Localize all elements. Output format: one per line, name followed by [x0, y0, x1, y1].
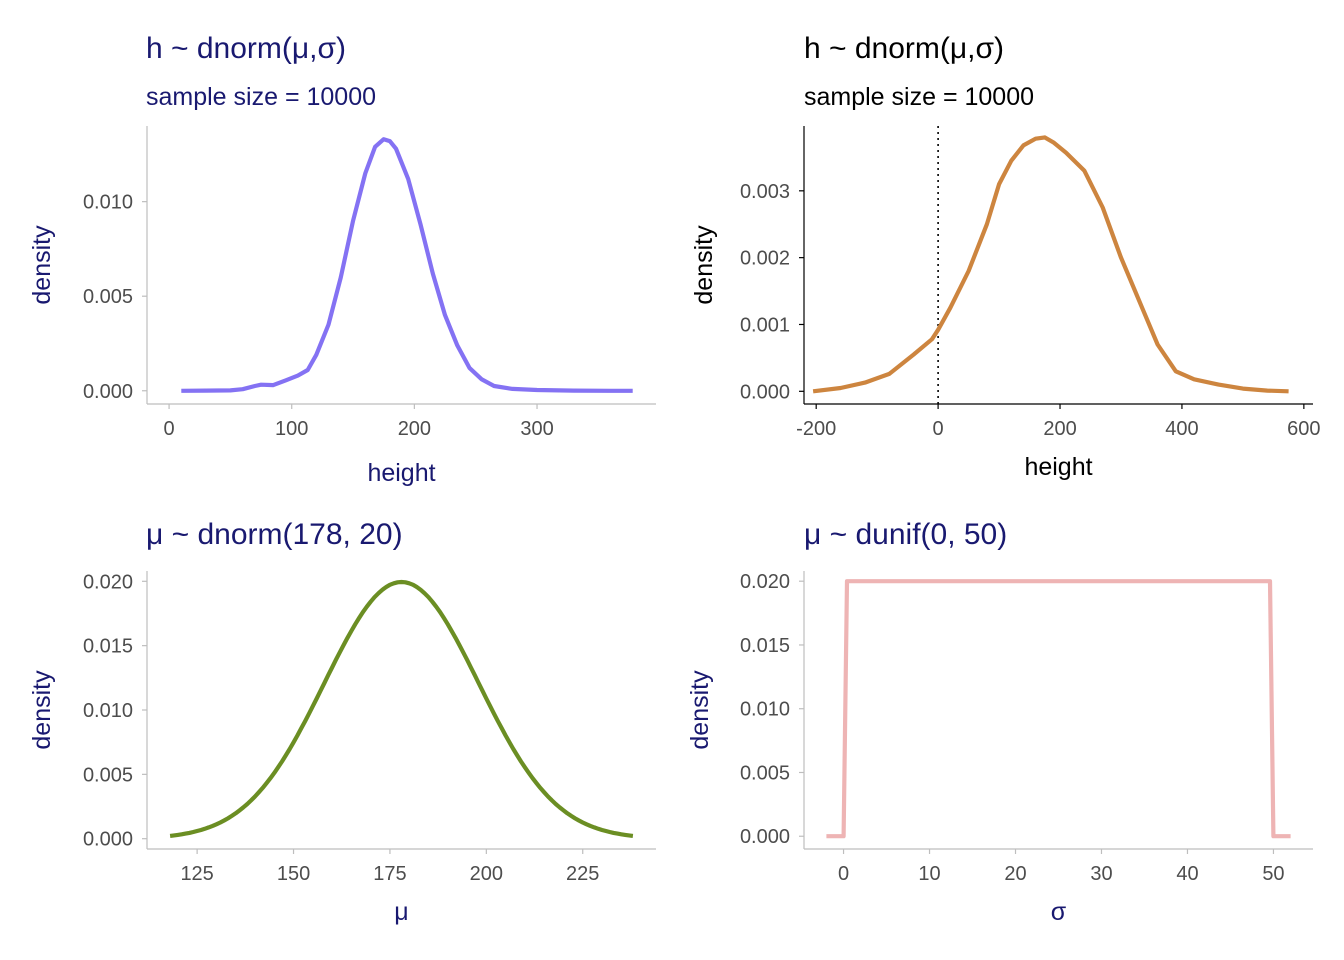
x-tick-label: 400: [1165, 418, 1198, 440]
x-tick-label: 50: [1262, 863, 1284, 885]
x-tick-label: 125: [180, 863, 213, 885]
y-tick-label: 0.015: [740, 635, 790, 657]
y-tick-label: 0.010: [83, 192, 133, 214]
y-axis-label: density: [28, 225, 56, 305]
chart-title: h ~ dnorm(μ,σ): [146, 32, 346, 65]
x-axis-label: μ: [394, 898, 408, 926]
chart-panel-1: h ~ dnorm(μ,σ) sample size = 10000 0.000 0.…: [28, 32, 656, 487]
x-tick-label: 175: [373, 863, 406, 885]
x-tick-label: 300: [520, 418, 553, 440]
y-tick-label: 0.010: [740, 699, 790, 721]
chart-title: h ~ dnorm(μ,σ): [804, 32, 1004, 65]
chart-panel-3: μ ~ dnorm(178, 20) 0.000 0.005 0.010 0.015 0.…: [28, 518, 656, 926]
x-tick-label: 0: [164, 418, 175, 440]
chart-panel-2: h ~ dnorm(μ,σ) sample size = 10000 0.000 0.…: [690, 32, 1321, 481]
y-tick-label: 0.020: [83, 571, 133, 593]
y-tick-label: 0.003: [740, 181, 790, 203]
x-tick-label: 0: [933, 418, 944, 440]
density-line: [812, 135, 1289, 394]
x-tick-label: 225: [566, 863, 599, 885]
y-tick-label: 0.000: [740, 381, 790, 403]
x-tick-label: 200: [398, 418, 431, 440]
chart-title: μ ~ dunif(0, 50): [804, 518, 1007, 551]
x-tick-label: 30: [1090, 863, 1112, 885]
y-tick-label: 0.005: [740, 762, 790, 784]
y-axis-label: density: [690, 225, 718, 305]
y-tick-label: 0.005: [83, 764, 133, 786]
chart-title: μ ~ dnorm(178, 20): [146, 518, 403, 551]
y-tick-label: 0.010: [83, 700, 133, 722]
density-line: [826, 579, 1291, 839]
x-tick-label: 600: [1287, 418, 1320, 440]
x-axis-label: σ: [1051, 898, 1067, 926]
x-tick-label: 10: [918, 863, 940, 885]
chart-panel-4: μ ~ dunif(0, 50) 0.000 0.005 0.010 0.015 0.02…: [686, 518, 1313, 926]
y-tick-label: 0.000: [83, 829, 133, 851]
chart-subtitle: sample size = 10000: [146, 83, 376, 111]
y-tick-label: 0.000: [83, 381, 133, 403]
x-tick-label: 20: [1004, 863, 1026, 885]
x-axis-label: height: [367, 459, 435, 487]
y-tick-label: 0.000: [740, 826, 790, 848]
y-axis-label: density: [28, 670, 56, 750]
density-line: [181, 137, 633, 393]
x-axis-label: height: [1024, 453, 1092, 481]
x-tick-label: -200: [796, 418, 836, 440]
y-tick-label: 0.020: [740, 571, 790, 593]
chart-subtitle: sample size = 10000: [804, 83, 1034, 111]
y-tick-label: 0.001: [740, 314, 790, 336]
x-tick-label: 0: [838, 863, 849, 885]
x-tick-label: 200: [1043, 418, 1076, 440]
y-axis-label: density: [686, 670, 714, 750]
y-tick-label: 0.002: [740, 248, 790, 270]
x-tick-label: 200: [470, 863, 503, 885]
x-tick-label: 150: [277, 863, 310, 885]
y-tick-label: 0.005: [83, 286, 133, 308]
x-tick-label: 100: [275, 418, 308, 440]
x-tick-label: 40: [1176, 863, 1198, 885]
y-tick-label: 0.015: [83, 636, 133, 658]
density-line: [169, 579, 634, 838]
